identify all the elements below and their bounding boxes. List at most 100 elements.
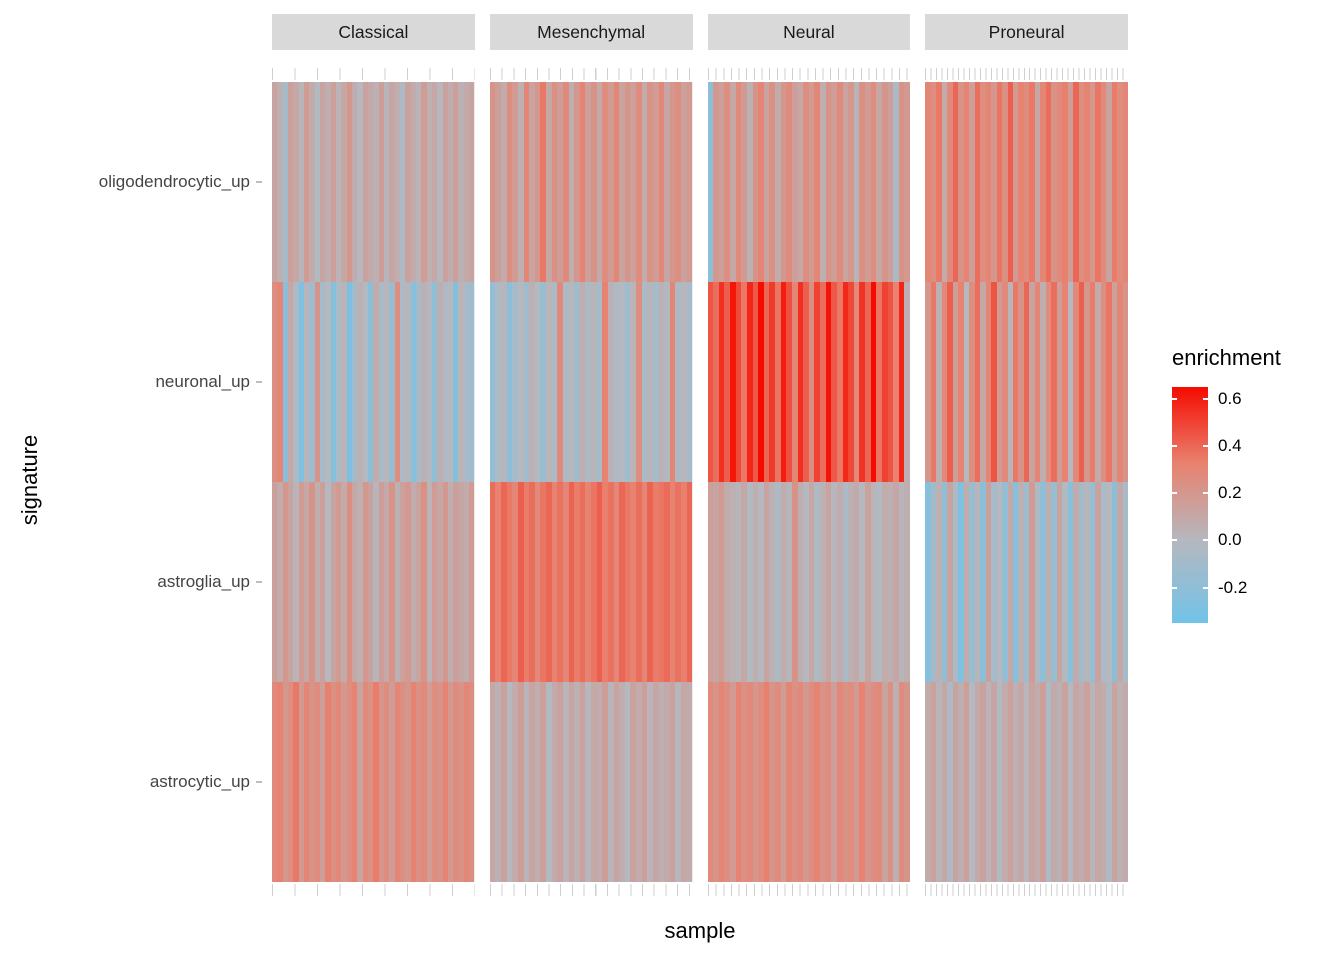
heatmap-cell bbox=[1023, 282, 1030, 482]
heatmap-cell bbox=[383, 682, 390, 882]
heatmap-cell bbox=[512, 682, 518, 882]
heatmap-cell bbox=[741, 482, 747, 682]
heatmap-cell bbox=[865, 282, 871, 482]
heatmap-cell bbox=[808, 282, 815, 482]
heatmap-cell bbox=[848, 282, 854, 482]
heatmap-cell bbox=[652, 282, 659, 482]
heatmap-cell bbox=[335, 482, 342, 682]
heatmap-cell bbox=[925, 282, 931, 482]
heatmap-cell bbox=[664, 682, 670, 882]
heatmap-cell bbox=[936, 282, 942, 482]
heatmap-cell bbox=[367, 282, 374, 482]
heatmap-cell bbox=[335, 82, 342, 282]
heatmap-cell bbox=[607, 82, 614, 282]
heatmap-cell bbox=[442, 82, 448, 282]
heatmap-cell bbox=[330, 682, 336, 882]
heatmap-cell bbox=[669, 82, 676, 282]
heatmap-cell bbox=[351, 82, 358, 282]
heatmap-row-neuronal_up bbox=[272, 282, 475, 482]
legend-bar-wrap: 0.6 0.4 0.2 0.0 -0.2 bbox=[1160, 387, 1344, 623]
y-axis-label: astroglia_up bbox=[0, 482, 264, 682]
heatmap-cell bbox=[1056, 282, 1063, 482]
heatmap-cell bbox=[506, 82, 513, 282]
heatmap-cell bbox=[546, 282, 552, 482]
heatmap-cell bbox=[876, 282, 882, 482]
heatmap-cell bbox=[389, 282, 395, 482]
heatmap-cell bbox=[489, 682, 496, 882]
heatmap-cell bbox=[523, 282, 530, 482]
heatmap-cell bbox=[447, 82, 454, 282]
heatmap-cell bbox=[442, 482, 448, 682]
heatmap-cell bbox=[602, 282, 608, 482]
heatmap-cell bbox=[730, 82, 736, 282]
heatmap-cell bbox=[495, 282, 501, 482]
heatmap-cell bbox=[596, 282, 603, 482]
heatmap-cell bbox=[534, 482, 541, 682]
heatmap-cell bbox=[1029, 682, 1035, 882]
heatmap-cell bbox=[664, 82, 670, 282]
heatmap-cell bbox=[378, 482, 384, 682]
heatmap-cell bbox=[463, 282, 470, 482]
heatmap-cell bbox=[853, 282, 860, 482]
legend-tick-mark bbox=[1203, 445, 1208, 447]
heatmap-cell bbox=[1084, 282, 1090, 482]
heatmap-cell bbox=[1007, 482, 1013, 682]
heatmap-cell bbox=[383, 282, 390, 482]
heatmap-cell bbox=[820, 682, 826, 882]
heatmap-cell bbox=[1111, 282, 1118, 482]
heatmap-cell bbox=[1040, 82, 1046, 282]
heatmap-cell bbox=[602, 482, 608, 682]
heatmap-cell bbox=[1084, 682, 1090, 882]
heatmap-cell bbox=[596, 682, 603, 882]
heatmap-cell bbox=[277, 282, 283, 482]
heatmap-cell bbox=[557, 682, 563, 882]
heatmap-cell bbox=[724, 682, 730, 882]
legend-tick-label: 0.4 bbox=[1218, 436, 1242, 455]
heatmap-cell bbox=[607, 682, 614, 882]
heatmap-cell bbox=[1051, 282, 1057, 482]
heatmap-cell bbox=[458, 482, 464, 682]
heatmap-cell bbox=[904, 282, 910, 482]
heatmap-cell bbox=[752, 282, 759, 482]
heatmap-cell bbox=[1051, 482, 1057, 682]
heatmap-cell bbox=[730, 282, 736, 482]
heatmap-cell bbox=[415, 482, 422, 682]
heatmap-cell bbox=[373, 682, 379, 882]
heatmap-cell bbox=[664, 282, 670, 482]
heatmap-cell bbox=[325, 282, 331, 482]
heatmap-row-oligodendrocytic_up bbox=[272, 82, 475, 282]
heatmap-cell bbox=[1100, 82, 1107, 282]
heatmap-cell bbox=[853, 82, 860, 282]
heatmap-cell bbox=[652, 482, 659, 682]
heatmap-cell bbox=[780, 82, 787, 282]
heatmap-cell bbox=[495, 482, 501, 682]
heatmap-cell bbox=[1117, 482, 1123, 682]
heatmap-cell bbox=[437, 82, 443, 282]
heatmap-cell bbox=[298, 482, 304, 682]
heatmap-cell bbox=[775, 82, 781, 282]
heatmap-cell bbox=[1034, 82, 1041, 282]
heatmap-cell bbox=[1062, 82, 1068, 282]
heatmap-cell bbox=[1111, 482, 1118, 682]
heatmap-cell bbox=[458, 282, 464, 482]
heatmap-cell bbox=[410, 282, 416, 482]
facet-strip-label: Neural bbox=[707, 14, 911, 50]
heatmap-cell bbox=[1106, 482, 1112, 682]
heatmap-cell bbox=[958, 482, 964, 682]
heatmap-cell bbox=[447, 482, 454, 682]
heatmap-cell bbox=[1002, 282, 1008, 482]
heatmap-cell bbox=[293, 82, 299, 282]
heatmap-cell bbox=[501, 682, 507, 882]
heatmap-cell bbox=[540, 682, 546, 882]
heatmap-cell bbox=[974, 482, 981, 682]
heatmap-cell bbox=[758, 482, 764, 682]
heatmap-cell bbox=[568, 682, 575, 882]
heatmap-cell bbox=[426, 282, 432, 482]
heatmap-row-astrocytic_up bbox=[489, 682, 693, 882]
heatmap-cell bbox=[1111, 682, 1118, 882]
heatmap-cell bbox=[814, 282, 820, 482]
heatmap-cell bbox=[752, 82, 759, 282]
heatmap-cell bbox=[746, 82, 753, 282]
heatmap-cell bbox=[437, 282, 443, 482]
heatmap-cell bbox=[442, 682, 448, 882]
